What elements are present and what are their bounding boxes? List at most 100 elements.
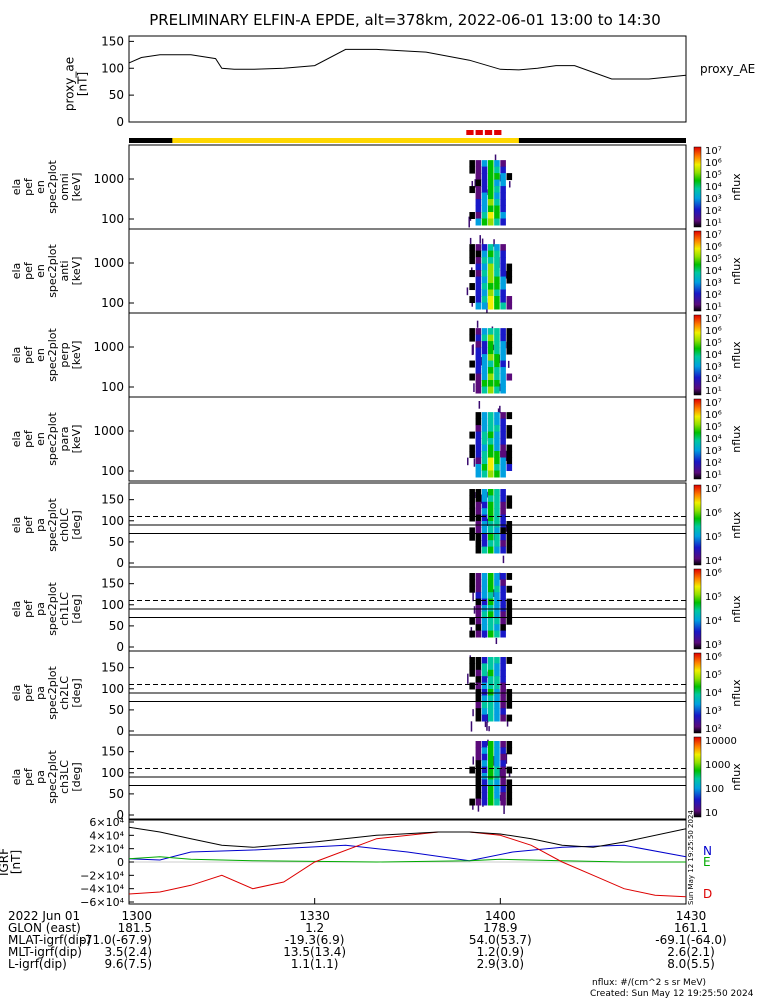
colorbar-label: nflux [730,425,743,453]
flux-cell [487,508,494,516]
flux-cell [487,611,494,619]
flux-cell [469,444,475,452]
flux-cell [475,373,482,381]
flux-cell [469,669,475,677]
flux-cell [481,360,488,368]
colorbar-tick-label: 10⁶ [705,508,722,519]
flux-cell [494,630,500,638]
energy-tick-label: 100 [101,296,124,310]
flux-cell [500,160,506,168]
flux-cell [481,270,488,278]
flux-cell [494,785,500,793]
flux-cell [487,605,494,612]
flux-cell [481,367,488,375]
flux-cell [494,695,500,703]
flux-cell [487,418,494,426]
flux-cell [494,347,500,355]
flux-cell [475,527,482,535]
flux-cell [494,160,500,168]
ylabel-line: anti [58,260,71,281]
flux-speckle [479,235,481,244]
colorbar-tick-label: 10¹ [705,218,722,229]
flux-cell [494,663,500,671]
flux-speckle [493,239,495,247]
flux-cell [481,386,488,394]
flux-cell [506,785,513,793]
flux-cell [500,347,506,355]
flux-cell [487,501,494,509]
flux-speckle [505,525,508,532]
colorbar-tick-label: 10⁷ [705,146,722,157]
flux-cell [500,663,506,671]
flux-cell [506,464,513,472]
flux-cell [475,669,482,677]
flux-cell [481,508,488,516]
flux-cell [469,489,475,496]
flux-cell [500,270,506,278]
flux-cell [487,514,494,522]
flux-cell [481,457,488,465]
footer-value: 8.0(5.5) [667,957,715,971]
ylabel-line: ch1LC [58,592,71,626]
flux-cell [506,533,513,541]
flux-cell [487,741,494,748]
flux-cell [475,367,482,375]
pa-tick-label: 0 [116,640,124,654]
flux-cell [475,585,482,593]
flux-cell [500,630,506,638]
colorbar-tick-label: 10¹ [705,386,722,397]
footer-value: 2.6(2.1) [667,945,715,959]
energy-panel-ylabel: elapefenspec2plotperp[keV] [10,328,83,382]
flux-cell [494,753,500,761]
ylabel-line: pa [34,770,47,784]
flux-cell [487,257,494,265]
flux-cell [481,747,488,755]
flux-cell [487,451,494,459]
flux-cell [481,682,488,690]
flux-cell [506,779,513,787]
flux-cell [487,598,494,606]
flux-cell [494,334,500,342]
flux-cell [500,412,506,420]
colorbar-tick-label: 10¹ [705,470,722,481]
pa-tick-label: 100 [101,682,124,696]
colorbar-tick-label: 10⁶ [705,158,722,169]
flux-cell [487,276,494,284]
footer-value: 178.9 [483,921,517,935]
flux-cell [481,527,488,535]
proxy-ae-tick-label: 0 [116,115,124,129]
pa-panel: 150 100 50 0 elapefpaspec2plotch0LC[deg] 10⁷ 1… [10,482,743,570]
flux-cell [487,296,494,304]
ylabel-line: proxy_ae [63,57,77,111]
flux-cell [487,186,494,194]
ylabel-line: spec2plot [46,244,59,298]
energy-tick-label: 1000 [93,256,124,270]
colorbar-tick-label: 10⁴ [705,556,722,567]
flux-cell [481,689,488,696]
ylabel-line: IGRF [0,848,11,876]
flux-cell [475,386,482,394]
proxy-ae-yticks: 150 100 50 0 [101,34,134,129]
proxy-ae-panel: 150 100 50 0 proxy_ae[nT] proxy_AE [63,34,756,129]
flux-cell [500,773,506,780]
ylabel-line: pef [22,345,35,364]
flux-cell [487,218,494,226]
flux-cell [500,540,506,548]
flux-cell [500,173,506,181]
flux-cell [475,579,482,587]
flux-speckle [472,344,474,355]
flux-cell [500,470,506,478]
flux-cell [481,418,488,426]
flux-cell [487,747,494,755]
flux-cell [475,354,482,362]
flux-cell [487,470,494,478]
colorbar-tick-label: 10² [705,724,722,735]
flux-cell [487,617,494,625]
flux-cell [481,714,488,722]
flux-cell [469,360,475,368]
energy-panel: 1000100elapefenspec2plotpara[keV]10⁷10⁶1… [10,396,743,482]
flux-cell [475,192,482,200]
flux-cell [494,257,500,265]
flux-cell [475,546,482,554]
ylabel-line: pa [34,518,47,532]
